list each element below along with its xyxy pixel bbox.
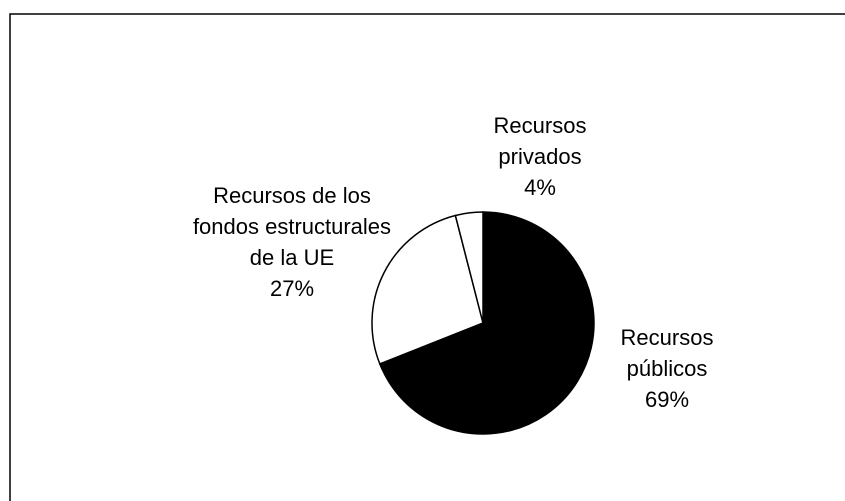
value-label: 69% [644,387,690,412]
value-label: 4% [524,175,556,200]
slice-label: Recursos de los fondos estructurales de … [192,180,392,304]
category-label: Recursos de los fondos estructurales de … [192,183,392,270]
pie-slice [454,211,484,324]
category-label: Recursos privados [493,113,587,169]
chart-frame [9,13,845,501]
slice-label: Recursos privados 4% [460,110,620,203]
pie-slice [371,214,484,365]
value-label: 27% [269,276,315,301]
slice-label: Recursos públicos 69% [587,322,747,415]
pie [371,211,595,435]
category-label: Recursos públicos [620,325,714,381]
pie-slice [378,211,595,435]
